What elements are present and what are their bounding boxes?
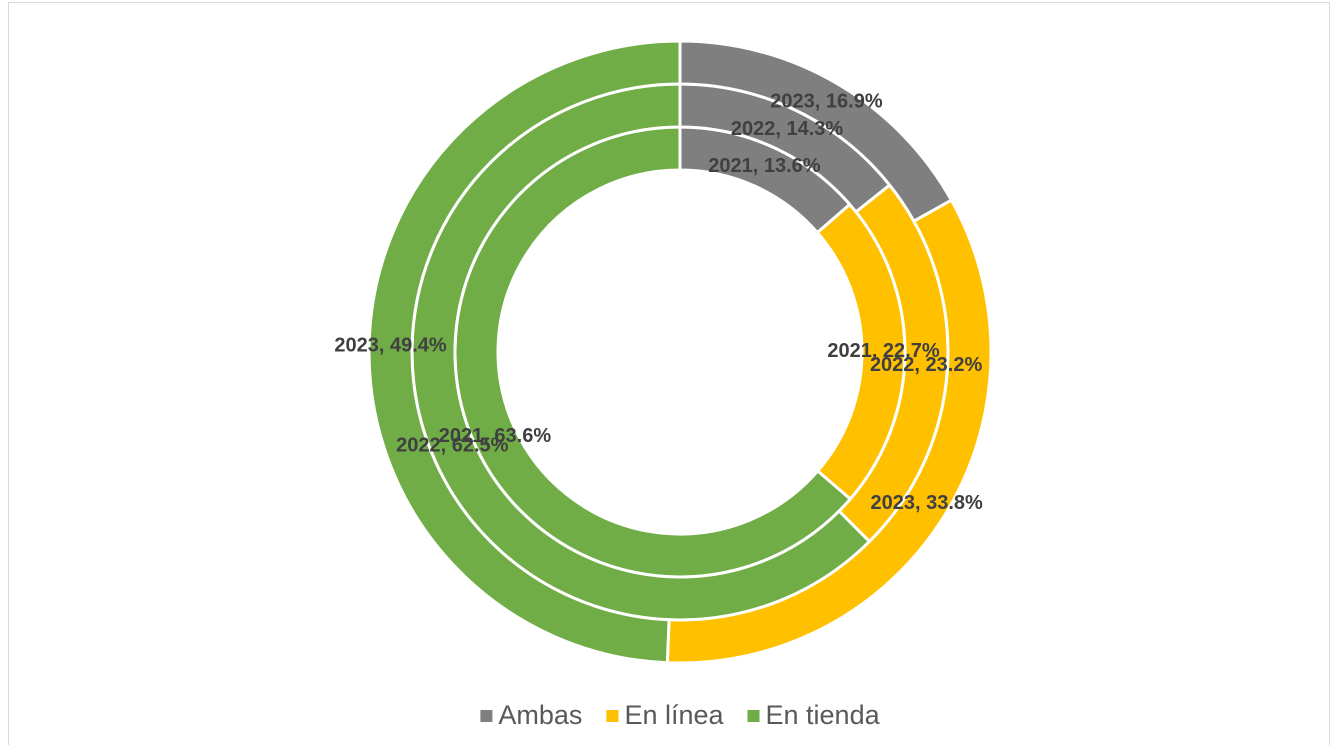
legend-label: Ambas (498, 700, 582, 730)
data-label: 2021, 63.6% (439, 425, 552, 447)
rings (367, 39, 993, 665)
data-label: 2022, 23.2% (870, 354, 983, 376)
data-label: 2022, 14.3% (731, 118, 844, 140)
legend-label: En línea (624, 700, 724, 730)
legend: Ambas En línea En tienda (480, 700, 881, 730)
data-labels: 2021, 13.6% 2021, 22.7% 2021, 63.6% 2022, 1… (334, 91, 983, 514)
data-label: 2023, 33.8% (871, 492, 984, 514)
legend-swatch (747, 710, 760, 722)
data-label: 2023, 16.9% (770, 91, 883, 113)
data-label: 2023, 49.4% (334, 334, 447, 356)
legend-swatch (606, 710, 619, 722)
data-label: 2021, 13.6% (708, 155, 821, 177)
legend-swatch (480, 710, 493, 722)
segment (367, 39, 682, 665)
legend-label: En tienda (766, 700, 881, 730)
data-label: 2021, 22.7% (827, 340, 940, 362)
data-label: 2022, 62.5% (396, 435, 509, 457)
